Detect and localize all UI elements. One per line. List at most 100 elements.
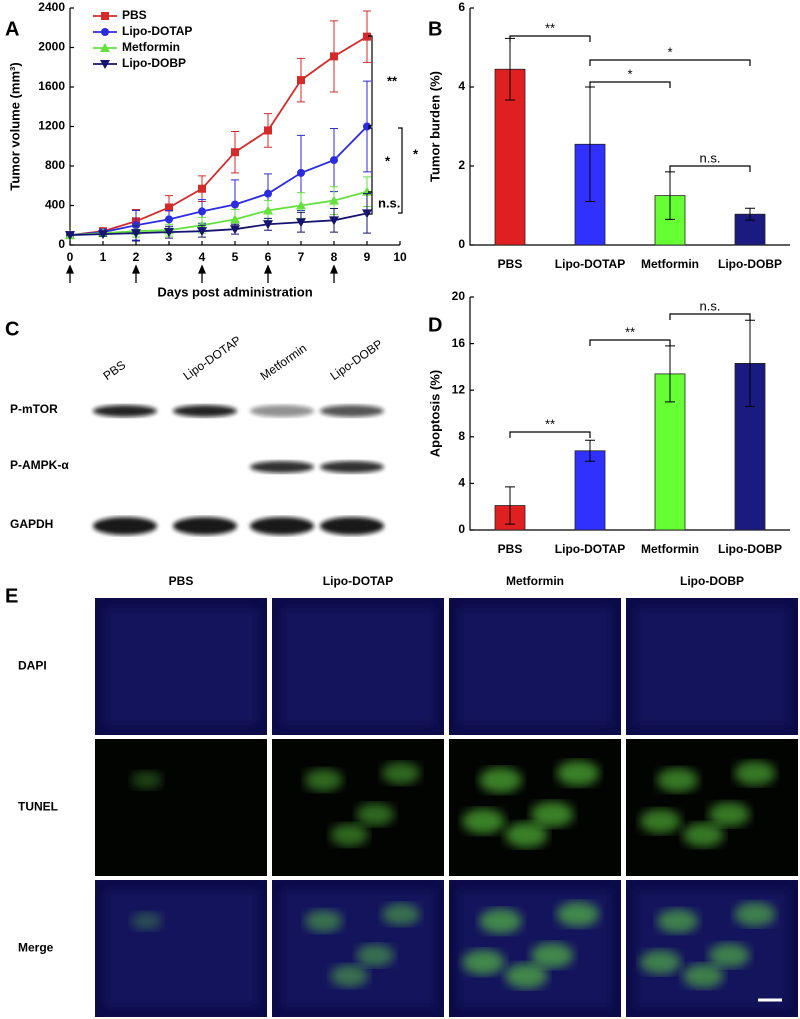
tunel-signal: [382, 762, 420, 785]
marker: [329, 195, 339, 205]
bracket: [589, 59, 751, 66]
tunel-signal: [683, 963, 724, 988]
row-label: TUNEL: [18, 800, 58, 814]
marker: [198, 184, 206, 193]
x-tick-label: 1: [100, 250, 107, 264]
series-line: [69, 212, 368, 237]
annotation: *: [385, 153, 391, 168]
y-tick-label: 2: [458, 158, 465, 172]
marker: [131, 229, 141, 239]
annotation: n.s.: [700, 150, 721, 165]
bracket: [669, 165, 751, 172]
y-axis-label: Tumor volume (mm³): [7, 62, 22, 190]
y-axis-label: Tumor burden (%): [427, 71, 442, 182]
row-label: P-mTOR: [10, 402, 58, 416]
x-tick-label: 6: [265, 250, 272, 264]
marker: [296, 218, 306, 228]
x-axis-label: Days post administration: [157, 284, 312, 299]
tunel-signal: [304, 910, 343, 933]
tunel-signal: [330, 964, 369, 987]
y-tick-label: 4: [458, 79, 465, 93]
column-label: Lipo-DOTAP: [323, 574, 393, 588]
legend-label: Lipo-DOBP: [122, 56, 186, 70]
y-tick-label: 1200: [38, 119, 65, 133]
tunel-signal: [462, 949, 505, 975]
tunel-signal: [556, 901, 600, 927]
legend-marker: [101, 28, 109, 36]
blot-band: [320, 405, 384, 417]
blot-band: [93, 517, 157, 535]
tunel-signal: [640, 809, 681, 834]
tunel-signal: [708, 802, 750, 827]
series-line: [69, 190, 368, 237]
dapi-texture: [282, 608, 434, 725]
row-label: Merge: [18, 941, 54, 955]
marker: [264, 189, 272, 198]
series-line: [69, 35, 368, 237]
x-tick-label: Metformin: [641, 542, 699, 556]
annotation: *: [413, 146, 419, 161]
tunel-signal: [356, 944, 395, 967]
marker: [231, 148, 239, 157]
bracket: [368, 35, 373, 127]
annotation: **: [625, 324, 635, 339]
marker: [363, 32, 371, 41]
x-tick-label: 4: [199, 250, 206, 264]
marker: [263, 220, 273, 230]
x-tick-label: 9: [364, 250, 371, 264]
bracket: [368, 191, 373, 215]
annotation: **: [387, 73, 398, 88]
marker: [165, 203, 173, 212]
y-tick-label: 800: [45, 158, 65, 172]
tunel-signal: [479, 908, 522, 934]
marker: [197, 227, 207, 237]
error-bar: [585, 439, 595, 462]
lane-label: Lipo-DOTAP: [181, 333, 244, 383]
bracket: [589, 81, 671, 88]
annotation: *: [667, 44, 672, 59]
column-label: Metformin: [506, 574, 564, 588]
legend-label: Lipo-DOTAP: [122, 24, 192, 38]
annotation: **: [545, 416, 555, 431]
panel-label: C: [5, 318, 19, 340]
blot-band: [93, 405, 157, 417]
x-tick-label: 0: [67, 250, 74, 264]
x-tick-label: PBS: [498, 542, 523, 556]
annotation: *: [627, 66, 632, 81]
bracket: [509, 431, 591, 438]
bracket: [509, 35, 591, 42]
marker: [297, 76, 305, 85]
annotation: **: [545, 20, 555, 35]
tunel-signal: [479, 767, 522, 793]
marker: [230, 214, 240, 224]
legend-label: Metformin: [122, 40, 180, 54]
legend-marker: [100, 43, 110, 52]
tunel-signal: [382, 903, 420, 926]
x-tick-label: 10: [393, 250, 407, 264]
y-tick-label: 1600: [38, 79, 65, 93]
column-label: Lipo-DOBP: [680, 574, 744, 588]
column-label: PBS: [169, 574, 194, 588]
blot-band: [320, 461, 384, 473]
tunel-signal: [131, 912, 162, 930]
dapi-texture: [459, 608, 611, 725]
error-bar: [745, 319, 755, 408]
panel-label: D: [428, 314, 442, 336]
blot-band: [250, 405, 314, 417]
micrograph: [272, 739, 444, 876]
blot-band: [250, 461, 314, 473]
y-tick-label: 0: [458, 522, 465, 536]
y-tick-label: 6: [458, 0, 465, 14]
micrograph: [626, 739, 798, 876]
bar: [574, 450, 606, 531]
tunel-signal: [734, 761, 776, 786]
dose-arrow: [198, 264, 206, 283]
marker: [164, 228, 174, 238]
y-tick-label: 8: [458, 429, 465, 443]
lane-label: Lipo-DOBP: [328, 337, 386, 383]
y-tick-label: 16: [452, 336, 466, 350]
tunel-signal: [330, 823, 369, 846]
blot-band: [173, 517, 237, 535]
tunel-signal: [657, 768, 698, 793]
